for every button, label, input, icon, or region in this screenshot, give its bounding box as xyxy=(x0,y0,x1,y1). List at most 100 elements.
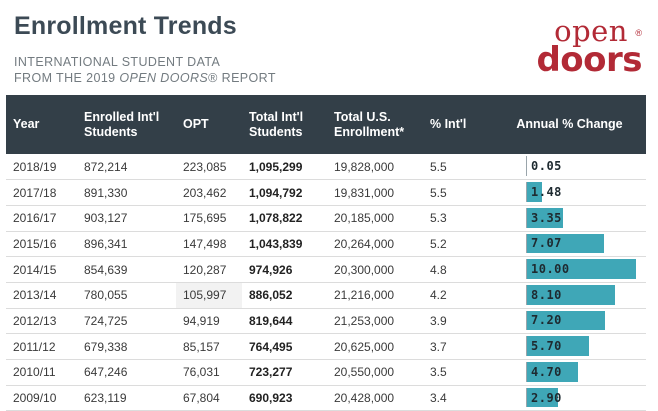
total-us-cell: 20,185,000 xyxy=(334,211,395,226)
total-us-cell: 20,264,000 xyxy=(334,236,395,251)
enrolled-cell: 679,338 xyxy=(84,339,128,354)
change-value: 0.05 xyxy=(531,159,562,174)
enrolled-cell: 896,341 xyxy=(84,236,128,251)
page-title: Enrollment Trends xyxy=(14,12,237,40)
column-header-opt: OPT xyxy=(183,117,209,131)
change-bar-axis xyxy=(526,284,527,305)
enrolled-cell: 903,127 xyxy=(84,211,128,226)
table-header-row: Year Enrolled Int'l Students OPT Total I… xyxy=(6,95,646,154)
change-bar-track: 2.90 xyxy=(526,387,636,408)
column-header-annual-change: Annual % Change xyxy=(516,117,623,131)
change-bar-track: 8.10 xyxy=(526,284,636,305)
annual-change-cell: 3.35 xyxy=(493,205,646,231)
table-row: 2014/15 854,639 120,287 974,926 20,300,000 4.… xyxy=(6,257,646,283)
table-row: 2011/12 679,338 85,157 764,495 20,625,000 3.7… xyxy=(6,334,646,360)
report-header: Enrollment Trends INTERNATIONAL STUDENT … xyxy=(0,0,658,95)
subtitle-report-name: OPEN DOORS xyxy=(119,71,209,85)
change-bar-axis xyxy=(526,310,527,331)
annual-change-cell: 5.70 xyxy=(493,334,646,360)
total-intl-cell: 819,644 xyxy=(249,313,293,328)
table-row: 2009/10 623,119 67,804 690,923 20,428,000 3.4… xyxy=(6,385,646,411)
total-us-cell: 20,300,000 xyxy=(334,262,395,277)
year-cell: 2017/18 xyxy=(13,185,57,200)
change-bar-axis xyxy=(526,207,527,228)
total-us-cell: 19,831,000 xyxy=(334,185,395,200)
table-row: 2010/11 647,246 76,031 723,277 20,550,000 3.5… xyxy=(6,360,646,386)
pct-intl-cell: 3.5 xyxy=(430,365,447,380)
year-cell: 2012/13 xyxy=(13,313,57,328)
change-value: 4.70 xyxy=(531,364,562,379)
change-bar-axis xyxy=(526,336,527,356)
change-bar-track: 7.07 xyxy=(526,233,636,254)
column-header-total-us: Total U.S. Enrollment* xyxy=(334,109,405,139)
change-bar-track: 5.70 xyxy=(526,336,636,356)
annual-change-cell: 10.00 xyxy=(493,257,646,283)
opt-cell: 76,031 xyxy=(183,365,220,380)
total-us-cell: 19,828,000 xyxy=(334,159,395,174)
column-header-total-intl: Total Int'l Students xyxy=(249,109,304,139)
column-header-year: Year xyxy=(13,117,40,131)
year-cell: 2018/19 xyxy=(13,159,57,174)
change-bar xyxy=(526,310,606,331)
change-bar-axis xyxy=(526,259,527,279)
change-value: 1.48 xyxy=(531,185,562,200)
change-bar-track: 3.35 xyxy=(526,207,636,228)
opt-cell: 120,287 xyxy=(183,262,227,277)
pct-intl-cell: 5.3 xyxy=(430,211,447,226)
table-row: 2018/19 872,214 223,085 1,095,299 19,828,000… xyxy=(6,154,646,180)
change-bar xyxy=(526,362,578,382)
enrolled-cell: 872,214 xyxy=(84,159,128,174)
enrollment-table: Year Enrolled Int'l Students OPT Total I… xyxy=(6,95,646,411)
year-cell: 2013/14 xyxy=(13,288,57,303)
logo-doors-text: doors xyxy=(536,40,642,80)
total-us-cell: 20,550,000 xyxy=(334,365,395,380)
pct-intl-cell: 5.5 xyxy=(430,185,447,200)
annual-change-cell: 7.20 xyxy=(493,308,646,334)
enrolled-cell: 647,246 xyxy=(84,365,128,380)
change-value: 7.07 xyxy=(531,236,562,251)
table-body: 2018/19 872,214 223,085 1,095,299 19,828,000… xyxy=(6,154,646,411)
total-intl-cell: 974,926 xyxy=(249,262,293,277)
total-intl-cell: 764,495 xyxy=(249,339,293,354)
change-bar-axis xyxy=(526,182,527,202)
change-bar xyxy=(526,207,563,228)
annual-change-cell: 0.05 xyxy=(493,154,646,180)
opt-cell: 85,157 xyxy=(183,339,220,354)
logo-open-text: open xyxy=(554,14,628,48)
opt-cell: 175,695 xyxy=(183,211,227,226)
pct-intl-cell: 5.5 xyxy=(430,159,447,174)
total-intl-cell: 690,923 xyxy=(249,391,293,406)
total-us-cell: 20,625,000 xyxy=(334,339,395,354)
change-bar xyxy=(526,387,558,408)
total-us-cell: 21,253,000 xyxy=(334,313,395,328)
pct-intl-cell: 3.7 xyxy=(430,339,447,354)
enrolled-cell: 623,119 xyxy=(84,391,127,406)
change-value: 10.00 xyxy=(531,262,570,277)
opt-cell: 223,085 xyxy=(183,159,227,174)
opt-cell: 105,997 xyxy=(176,282,242,309)
table-row: 2013/14 780,055 105,997 886,052 21,216,000 4.… xyxy=(6,282,646,309)
column-header-enrolled: Enrolled Int'l Students xyxy=(84,109,160,139)
year-cell: 2016/17 xyxy=(13,211,57,226)
change-bar-track: 7.20 xyxy=(526,310,636,331)
change-bar xyxy=(526,259,636,279)
opt-cell: 94,919 xyxy=(183,313,220,328)
total-intl-cell: 723,277 xyxy=(249,365,293,380)
pct-intl-cell: 4.2 xyxy=(430,288,447,303)
total-intl-cell: 1,043,839 xyxy=(249,236,303,251)
year-cell: 2010/11 xyxy=(13,365,56,380)
change-value: 8.10 xyxy=(531,287,562,302)
enrolled-cell: 724,725 xyxy=(84,313,128,328)
enrolled-cell: 891,330 xyxy=(84,185,128,200)
year-cell: 2015/16 xyxy=(13,236,57,251)
change-value: 2.90 xyxy=(531,390,562,405)
opt-cell: 203,462 xyxy=(183,185,227,200)
change-bar xyxy=(526,233,604,254)
total-intl-cell: 1,078,822 xyxy=(249,211,303,226)
pct-intl-cell: 3.4 xyxy=(430,391,447,406)
pct-intl-cell: 3.9 xyxy=(430,313,447,328)
change-bar xyxy=(526,284,616,305)
annual-change-cell: 1.48 xyxy=(493,180,646,206)
change-bar-track: 4.70 xyxy=(526,362,636,382)
change-bar-axis xyxy=(526,387,527,408)
